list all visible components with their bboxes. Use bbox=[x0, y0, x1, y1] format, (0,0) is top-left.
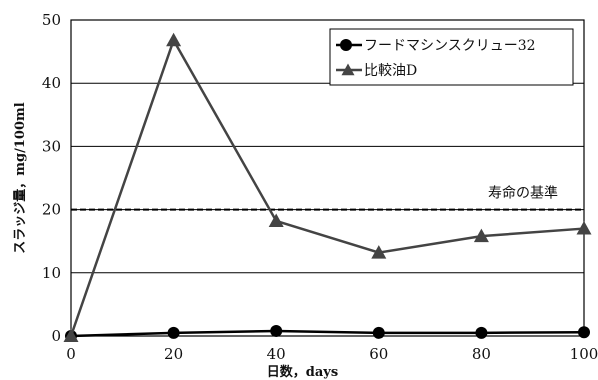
legend-label-food-machine: フードマシンスクリュー32 bbox=[364, 38, 536, 54]
series-1-point-1 bbox=[166, 32, 182, 47]
series-1-point-4 bbox=[473, 228, 489, 243]
y-tick-label-20: 20 bbox=[42, 201, 61, 219]
life-criterion-label: 寿命の基準 bbox=[488, 185, 558, 202]
legend-marker-circle bbox=[340, 39, 352, 51]
y-tick-label-40: 40 bbox=[42, 74, 61, 92]
legend-marker-triangle bbox=[341, 63, 355, 76]
y-tick-label-30: 30 bbox=[42, 137, 61, 155]
legend-item-food-machine: フードマシンスクリュー32 bbox=[336, 38, 536, 54]
reference-line-layer: 寿命の基準 bbox=[71, 185, 584, 211]
y-tick-label-10: 10 bbox=[42, 264, 61, 282]
x-tick-label-60: 60 bbox=[369, 345, 388, 363]
series-line-1 bbox=[69, 37, 585, 337]
x-tick-label-0: 0 bbox=[66, 345, 76, 363]
legend-box bbox=[329, 28, 574, 86]
series-0-point-2 bbox=[270, 324, 283, 337]
series-layer bbox=[63, 32, 592, 342]
series-1-point-5 bbox=[576, 221, 592, 235]
series-0-point-4 bbox=[475, 326, 488, 339]
plot-frame bbox=[70, 19, 585, 337]
legend-item-comparison-oil: 比較油D bbox=[336, 63, 417, 79]
x-tick-label-80: 80 bbox=[472, 345, 491, 363]
x-tick-label-40: 40 bbox=[267, 345, 286, 363]
series-0-point-1 bbox=[167, 326, 180, 339]
tick-label-layer: 0 10 20 30 40 50 0 20 40 60 80 100 bbox=[42, 11, 598, 363]
axes-layer bbox=[70, 19, 585, 337]
series-0-point-3 bbox=[372, 326, 385, 339]
x-axis-label: 日数，days bbox=[267, 364, 338, 380]
series-1-point-0 bbox=[63, 328, 79, 342]
series-1-point-2 bbox=[268, 213, 284, 227]
series-1-point-3 bbox=[371, 245, 387, 259]
legend-label-comparison-oil: 比較油D bbox=[364, 63, 417, 79]
y-axis-label: スラッジ量，mg/100ml bbox=[13, 102, 28, 253]
legend: フードマシンスクリュー32 比較油D bbox=[329, 28, 574, 86]
y-tick-label-50: 50 bbox=[42, 11, 61, 29]
series-line-0 bbox=[70, 329, 585, 338]
series-0-point-5 bbox=[578, 326, 590, 339]
y-tick-label-0: 0 bbox=[51, 327, 61, 345]
x-tick-label-100: 100 bbox=[570, 345, 598, 363]
x-tick-label-20: 20 bbox=[164, 345, 183, 363]
